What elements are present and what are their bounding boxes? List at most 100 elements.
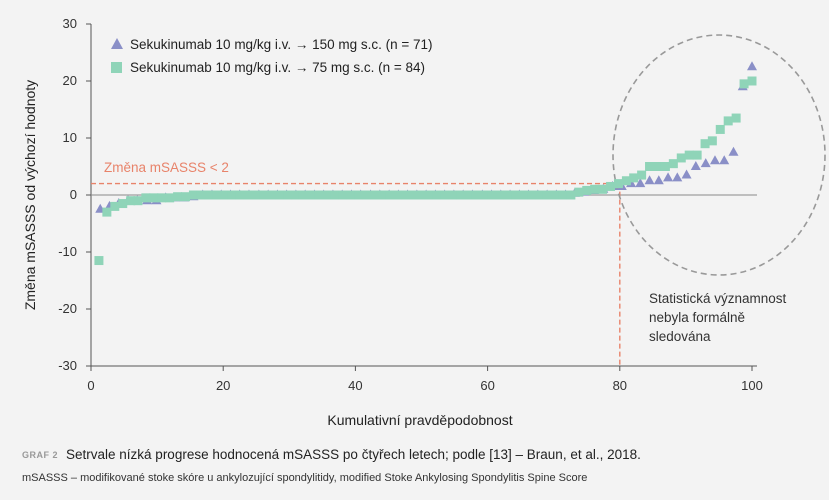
legend-square-marker <box>111 62 122 73</box>
series-2-point <box>487 190 497 200</box>
series-2-point <box>385 190 395 200</box>
series-2-point <box>110 201 120 211</box>
series-2-point <box>149 193 159 203</box>
series-2-point <box>440 190 450 200</box>
series-2-point <box>181 192 191 202</box>
series-2-point <box>645 162 655 171</box>
series-2-point <box>330 190 340 200</box>
y-tick-label: -10 <box>58 244 77 259</box>
series-2-point <box>652 162 662 171</box>
series-1-point <box>653 175 664 185</box>
series-2-point <box>629 173 639 183</box>
figure-tag: GRAF 2 <box>22 450 59 461</box>
series-2-point <box>723 116 733 126</box>
series-2-point <box>165 193 175 203</box>
series-2-point <box>283 190 293 200</box>
series-2-point <box>346 190 356 200</box>
series-2-point <box>338 190 348 200</box>
series-1-point <box>719 155 730 165</box>
series-2-point <box>235 190 245 200</box>
series-2-point <box>684 150 694 160</box>
y-tick-label: -20 <box>58 301 77 316</box>
series-2-point <box>542 190 552 200</box>
series-2-point <box>227 190 237 200</box>
series-2-point <box>102 207 112 217</box>
x-tick-label: 40 <box>348 378 362 393</box>
series-2-point <box>314 190 324 200</box>
series-2-point <box>448 190 458 200</box>
highlight-ellipse <box>612 34 826 276</box>
series-2-point <box>692 150 702 160</box>
series-2-point <box>707 136 717 146</box>
series-2-point <box>606 181 616 191</box>
legend: Sekukinumab 10 mg/kg i.v. → 150 mg s.c. … <box>111 37 433 75</box>
series-2-point <box>401 190 411 200</box>
y-tick-label: -30 <box>58 358 77 373</box>
series-2-point <box>471 190 481 200</box>
series-2-point <box>511 190 521 200</box>
threshold-label: Změna mSASSS < 2 <box>104 160 229 175</box>
series-2-point <box>432 190 442 200</box>
series-2-point <box>157 193 167 203</box>
series-2-point <box>354 190 364 200</box>
series-2-point <box>598 184 608 194</box>
series-2-point <box>94 256 104 266</box>
series-1-point <box>728 146 739 156</box>
series-2-point <box>409 190 419 200</box>
series-2-point <box>275 190 285 200</box>
series-2-point <box>133 196 143 206</box>
series-2-point <box>291 190 301 200</box>
series-1-point <box>644 175 655 185</box>
series-2-point <box>558 190 568 200</box>
series-2-point <box>715 124 725 134</box>
series-1-point <box>747 61 757 71</box>
series-2-point <box>700 139 710 149</box>
series-2-point <box>196 190 206 200</box>
threshold-lines <box>91 182 621 366</box>
figure-caption: GRAF 2 Setrvale nízká progrese hodnocená … <box>22 447 812 462</box>
y-axis-label: Změna mSASSS od výchozí hodnoty <box>22 80 38 310</box>
series-2-point <box>739 79 749 89</box>
y-tick-label: 30 <box>63 16 77 31</box>
series-2-point <box>417 190 426 200</box>
legend-series-1-label: Sekukinumab 10 mg/kg i.v. → 150 mg s.c. … <box>130 37 433 52</box>
series-2-point <box>306 190 316 200</box>
series-2-point <box>527 190 537 200</box>
series-2-point <box>676 153 686 163</box>
series-2-point <box>362 190 372 200</box>
y-tick-label: 10 <box>63 130 77 145</box>
series-2-point <box>141 193 151 203</box>
series-2-point <box>298 190 308 200</box>
series-2-point <box>377 190 387 200</box>
series-2-point <box>188 190 198 200</box>
series-2-point <box>535 190 545 200</box>
series-2-point <box>424 190 434 200</box>
annotation-line-1: Statistická významnost <box>649 291 787 306</box>
series-2-point <box>243 190 253 200</box>
x-ticks: 0 20 40 60 80 100 <box>87 366 763 393</box>
series-2-point <box>370 190 380 200</box>
series-2-point <box>204 190 214 200</box>
series-2-point <box>503 190 513 200</box>
series-2-point <box>574 187 584 197</box>
series-marks <box>94 61 757 266</box>
series-2-point <box>118 199 128 209</box>
series-2-point <box>731 113 741 123</box>
series-2-point <box>747 76 757 86</box>
x-tick-label: 60 <box>480 378 494 393</box>
series-2-point <box>566 190 576 200</box>
x-tick-label: 20 <box>216 378 230 393</box>
series-2-point <box>668 159 678 169</box>
series-2-point <box>173 192 183 202</box>
y-ticks: 30 20 10 0 -10 -20 -30 <box>58 16 91 373</box>
legend-triangle-marker <box>111 38 123 49</box>
series-2-point <box>479 190 489 200</box>
y-tick-label: 0 <box>70 187 77 202</box>
series-2-point <box>322 190 332 200</box>
series-1-point <box>709 155 720 165</box>
series-2-point <box>463 190 473 200</box>
annotation-line-3: sledována <box>649 329 711 344</box>
series-2-point <box>212 190 222 200</box>
series-2-point <box>456 190 466 200</box>
series-2-point <box>495 190 505 200</box>
